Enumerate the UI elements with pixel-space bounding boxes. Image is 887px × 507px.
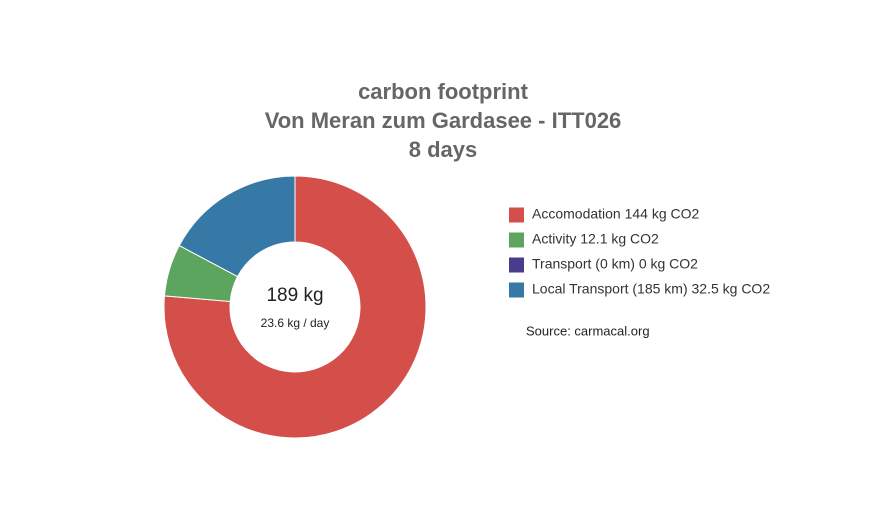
- chart-title: Von Meran zum Gardasee - ITT026: [265, 108, 622, 133]
- chart-title: 8 days: [409, 137, 478, 162]
- legend-swatch: [509, 257, 524, 273]
- center-label: 189 kg: [266, 285, 323, 306]
- source: Source: carmacal.org: [526, 323, 650, 338]
- legend-label: Local Transport (185 km) 32.5 kg CO2: [532, 281, 770, 297]
- legend-swatch: [509, 282, 524, 298]
- chart-title: carbon footprint: [358, 79, 529, 104]
- donut: [163, 175, 427, 439]
- legend-swatch: [509, 232, 524, 248]
- legend-label: Accomodation 144 kg CO2: [532, 206, 700, 222]
- slice: [178, 175, 296, 278]
- center-sublabel: 23.6 kg / day: [261, 316, 330, 330]
- legend-label: Activity 12.1 kg CO2: [532, 231, 659, 247]
- legend-label: Transport (0 km) 0 kg CO2: [532, 256, 698, 272]
- legend-swatch: [509, 207, 524, 223]
- slice: [163, 175, 427, 439]
